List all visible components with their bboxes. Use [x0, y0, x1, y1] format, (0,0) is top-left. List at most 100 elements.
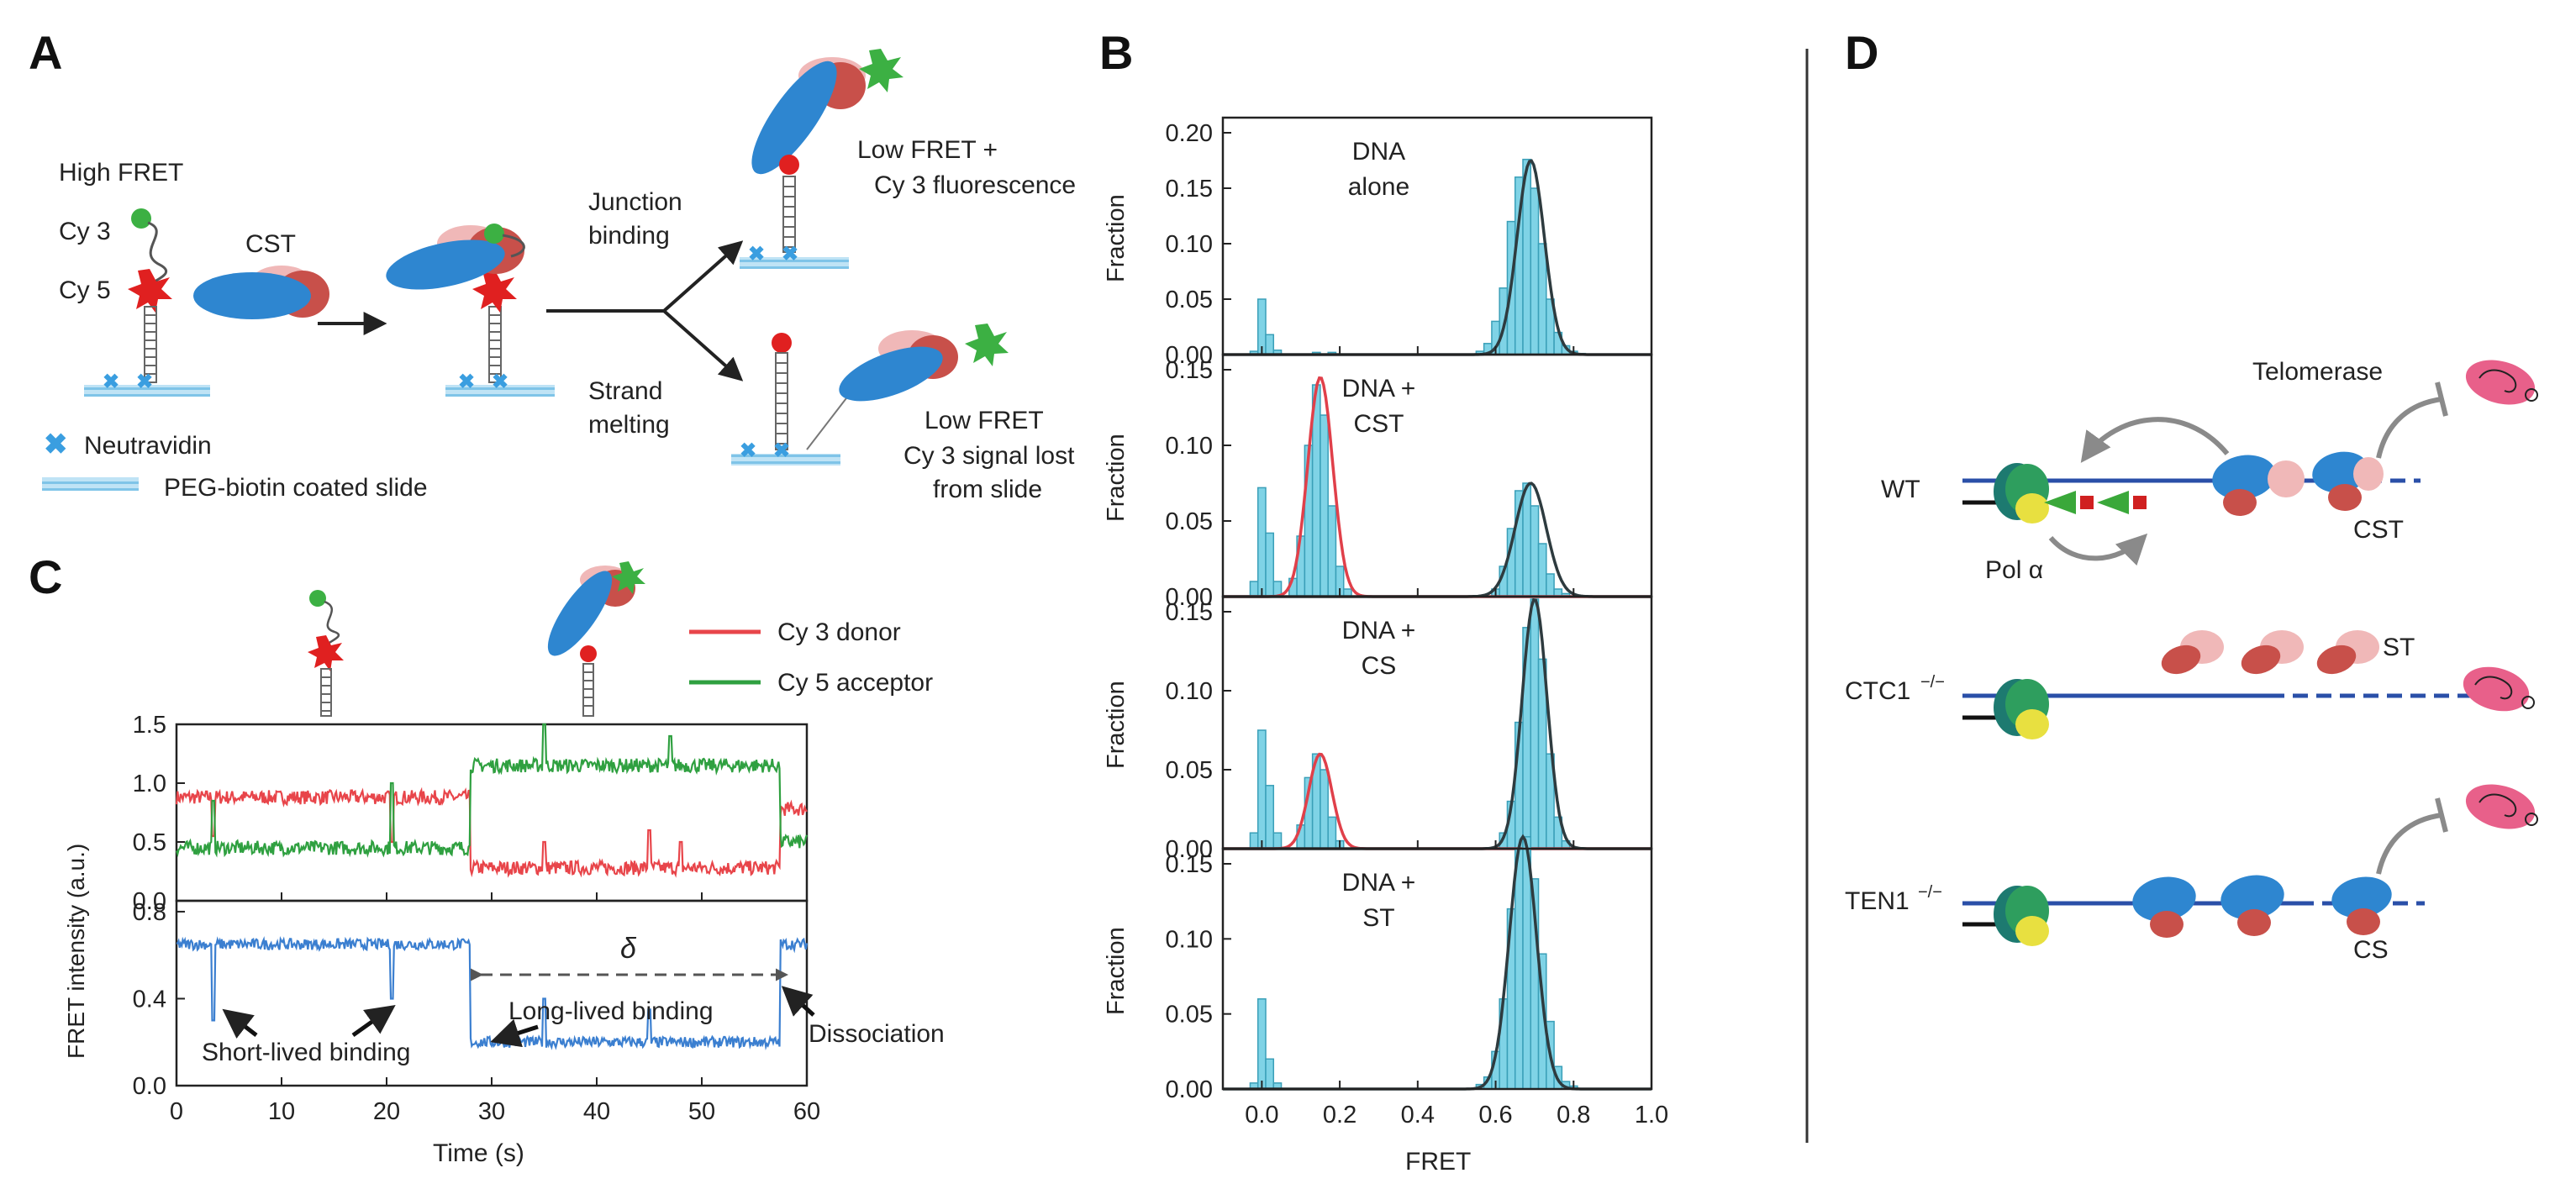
- hist-frame: [1221, 353, 1653, 598]
- x-tick-label: 50: [688, 1098, 715, 1125]
- slide-icon: [445, 385, 555, 397]
- strand-melting-label-2: melting: [588, 411, 670, 439]
- branch-arrow-up: [662, 240, 744, 313]
- cy3-dye-icon: [484, 224, 504, 244]
- dna-construct-high-fret: ✖ ✖: [84, 208, 210, 397]
- hist-ylabel: Fraction: [1103, 681, 1130, 769]
- hist-ylabel: Fraction: [1103, 194, 1130, 282]
- panel-b-letter: B: [1099, 26, 1133, 79]
- hist-bar: [1256, 998, 1267, 1090]
- neutravidin-icon: ✖: [136, 371, 153, 393]
- primer-arrows-icon: [2044, 491, 2147, 514]
- y-tick-label: 0.4: [133, 986, 166, 1013]
- hist-bar: [1327, 505, 1337, 597]
- long-lived-label: Long-lived binding: [508, 997, 714, 1025]
- y-tick-label: 0.10: [1166, 678, 1213, 705]
- hist-bar: [1327, 816, 1337, 850]
- histogram-stack: 0.000.050.100.150.20FractionDNAalone0.00…: [1103, 116, 1668, 1128]
- y-tick-label: 0.10: [1166, 926, 1213, 953]
- x-tick-label: 0.0: [1245, 1102, 1278, 1128]
- hist-bar: [1272, 832, 1283, 850]
- branch-arrow-down: [662, 309, 744, 381]
- unbound-construct-icon: [308, 590, 344, 717]
- neutravidin-icon: ✖: [748, 243, 765, 266]
- neutravidin-icon: ✖: [773, 439, 790, 462]
- cst-label: CST: [245, 230, 296, 258]
- hist-bar: [1256, 729, 1267, 850]
- cy3-label: Cy 3: [59, 218, 111, 245]
- y-tick-label: 1.0: [133, 771, 166, 797]
- cst-protein-icon: [193, 266, 329, 319]
- telomerase-icon-ctc1: [2463, 666, 2535, 712]
- histogram-1: 0.00 0.05 0.10 0.15 0.20 Fraction DNA alone: [1103, 116, 1653, 369]
- gaussian-fit-line: [1223, 481, 1651, 598]
- junction-binding-label-1: Junction: [588, 188, 682, 216]
- panel-d-letter: D: [1845, 26, 1878, 79]
- x-tick-label: 0.6: [1478, 1102, 1512, 1128]
- cy5-dye-icon: [772, 333, 792, 353]
- gaussian-fit-line: [1223, 376, 1651, 598]
- hist-ylabel: Fraction: [1103, 434, 1130, 522]
- y-tick-label: 0.05: [1166, 757, 1213, 784]
- x-tick-label: 20: [373, 1098, 400, 1125]
- x-tick-label: 30: [478, 1098, 505, 1125]
- x-tick-label: 10: [268, 1098, 295, 1125]
- panel-c: C Cy 3 donor Cy 5 acceptor 0.0 0.5 1.0 1.5: [29, 550, 945, 1167]
- recruit-arrow: [2080, 417, 2230, 463]
- cst-label-d: CST: [2353, 516, 2404, 544]
- dissociation-arrow: [781, 986, 815, 1017]
- hist-bar: [1320, 414, 1329, 597]
- inhibition-bar-ten1: [2435, 797, 2448, 833]
- hist-bar: [1537, 243, 1547, 355]
- peg-legend-label: PEG-biotin coated slide: [164, 474, 428, 502]
- panel-a: A High FRET Cy 3 Cy 5 ✖ ✖ CST: [29, 26, 1076, 503]
- y-tick-label: 0.20: [1166, 120, 1213, 147]
- y-tick-label: 0.00: [1166, 1076, 1213, 1103]
- low-fret-label: Low FRET: [925, 407, 1044, 434]
- hist-xlabel: FRET: [1405, 1148, 1471, 1176]
- neutravidin-legend-icon: ✖: [44, 429, 68, 460]
- y-tick-label: 0.0: [133, 888, 166, 915]
- cs-complex-icons: [2132, 875, 2392, 938]
- y-tick-label: 0.15: [1166, 599, 1213, 626]
- y-tick-label: 0.15: [1166, 176, 1213, 203]
- delta-label: δ: [620, 933, 637, 965]
- cy5-label: Cy 5: [59, 276, 111, 304]
- hist-frame: [1221, 116, 1653, 356]
- cy5-dye-icon: [472, 269, 517, 313]
- trace-top-ticks: 0.0 0.5 1.0 1.5: [133, 712, 808, 915]
- y-tick-label: 0.05: [1166, 287, 1213, 313]
- dissociation-label: Dissociation: [809, 1020, 945, 1048]
- x-tick-label: 0.4: [1401, 1102, 1435, 1128]
- x-tick-label: 0.2: [1323, 1102, 1356, 1128]
- signal-lost-label-1: Cy 3 signal lost: [903, 442, 1075, 470]
- telomerase-icon-ten1: [2465, 784, 2538, 829]
- neutravidin-icon: ✖: [782, 243, 798, 266]
- histogram-3: 0.00 0.05 0.10 0.15 Fraction DNA + CS: [1103, 595, 1653, 863]
- trace-line: [175, 787, 808, 878]
- y-tick-label: 0.15: [1166, 851, 1213, 878]
- histogram-2: 0.00 0.05 0.10 0.15 Fraction DNA + CST: [1103, 353, 1653, 611]
- hist-condition-label: CST: [1353, 410, 1404, 438]
- hist-frame: [1221, 847, 1653, 1091]
- trace-bottom-lines: [176, 935, 809, 1051]
- trace-bottom-ticks: 0.0 0.4 0.8 0 10 20 30 40 50 60: [133, 899, 820, 1125]
- stimulate-arrow: [2048, 533, 2148, 566]
- trace-ylabel: FRET intensity (a.u.): [63, 844, 89, 1059]
- hist-bar: [1530, 505, 1540, 597]
- cy3-fluorescence-label: Cy 3 fluorescence: [874, 171, 1076, 199]
- hist-frame: [1221, 595, 1653, 850]
- hist-condition-label: DNA +: [1342, 617, 1416, 644]
- panel-b: B 0.000.050.100.150.20FractionDNAalone0.…: [1099, 26, 1668, 1176]
- telomerase-inhibition-arrow: [2376, 397, 2442, 459]
- y-tick-label: 0.15: [1166, 357, 1213, 384]
- neutravidin-icon: ✖: [458, 371, 475, 393]
- slide-legend-icon: [42, 477, 139, 491]
- neutravidin-icon: ✖: [492, 371, 508, 393]
- hist-condition-label: DNA +: [1342, 375, 1416, 402]
- hist-bar: [1514, 848, 1524, 1090]
- strand-melting-construct: ✖ ✖: [731, 324, 1009, 466]
- pol-alpha-icon-ctc1: [1994, 679, 2049, 739]
- cst-complex-icon: [2212, 451, 2384, 516]
- st-label: ST: [2383, 634, 2415, 661]
